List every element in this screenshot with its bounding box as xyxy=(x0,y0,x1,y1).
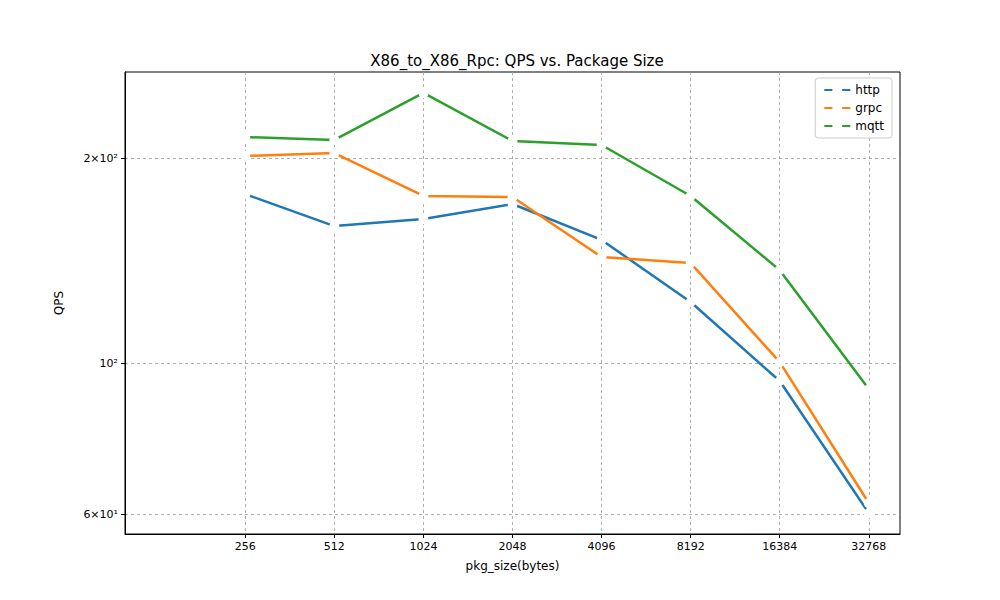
svg-text:6×10¹: 6×10¹ xyxy=(83,508,118,521)
svg-text:4096: 4096 xyxy=(588,540,616,553)
svg-text:1024: 1024 xyxy=(409,540,437,553)
svg-text:pkg_size(bytes): pkg_size(bytes) xyxy=(466,559,560,573)
svg-text:10²: 10² xyxy=(100,357,118,370)
svg-text:X86_to_X86_Rpc: QPS vs. Packag: X86_to_X86_Rpc: QPS vs. Package Size xyxy=(370,52,663,71)
svg-text:16384: 16384 xyxy=(762,540,797,553)
svg-text:http: http xyxy=(855,83,880,97)
svg-text:QPS: QPS xyxy=(52,291,66,315)
svg-text:32768: 32768 xyxy=(851,540,886,553)
svg-text:8192: 8192 xyxy=(677,540,705,553)
svg-text:256: 256 xyxy=(235,540,256,553)
svg-text:mqtt: mqtt xyxy=(855,119,884,133)
svg-text:2048: 2048 xyxy=(499,540,527,553)
svg-text:512: 512 xyxy=(324,540,345,553)
svg-text:grpc: grpc xyxy=(855,101,882,115)
svg-text:2×10²: 2×10² xyxy=(83,152,118,165)
